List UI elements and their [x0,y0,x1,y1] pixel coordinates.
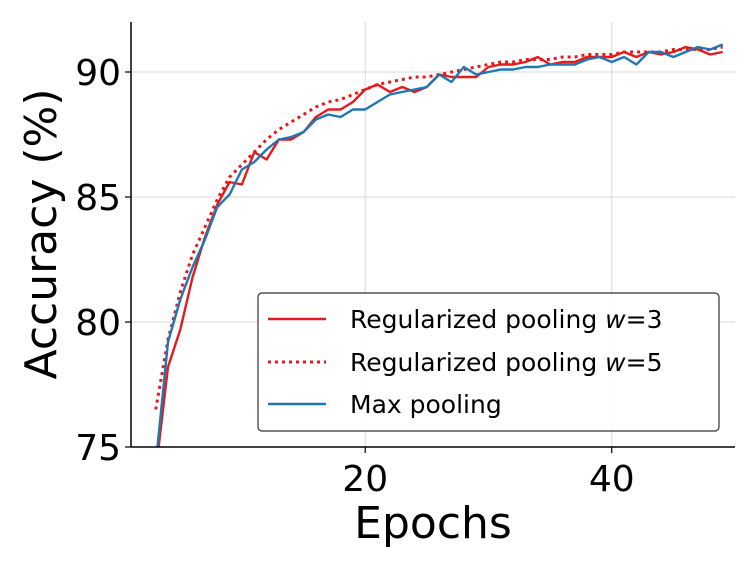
y-tick-label: 85 [75,178,121,219]
ticks: 20 40 75 80 85 90 [75,53,634,500]
axes [130,22,735,448]
y-axis-title: Accuracy (%) [16,88,67,379]
y-tick-label: 75 [75,428,121,469]
legend-box [257,292,720,432]
legend: Regularized pooling w=3 Regularized pooli… [257,292,720,432]
plot-area [154,43,724,447]
legend-label-3: Max pooling [350,390,502,419]
y-tick-label: 80 [75,303,121,344]
legend-label-1: Regularized pooling w=3 [350,305,662,334]
x-axis-title: Epochs [354,498,512,549]
legend-label-2: Regularized pooling w=5 [350,348,662,377]
x-tick-label: 20 [342,459,388,500]
x-tick-label: 40 [589,459,635,500]
series-line-3 [156,43,724,447]
y-tick-label: 90 [75,53,121,94]
